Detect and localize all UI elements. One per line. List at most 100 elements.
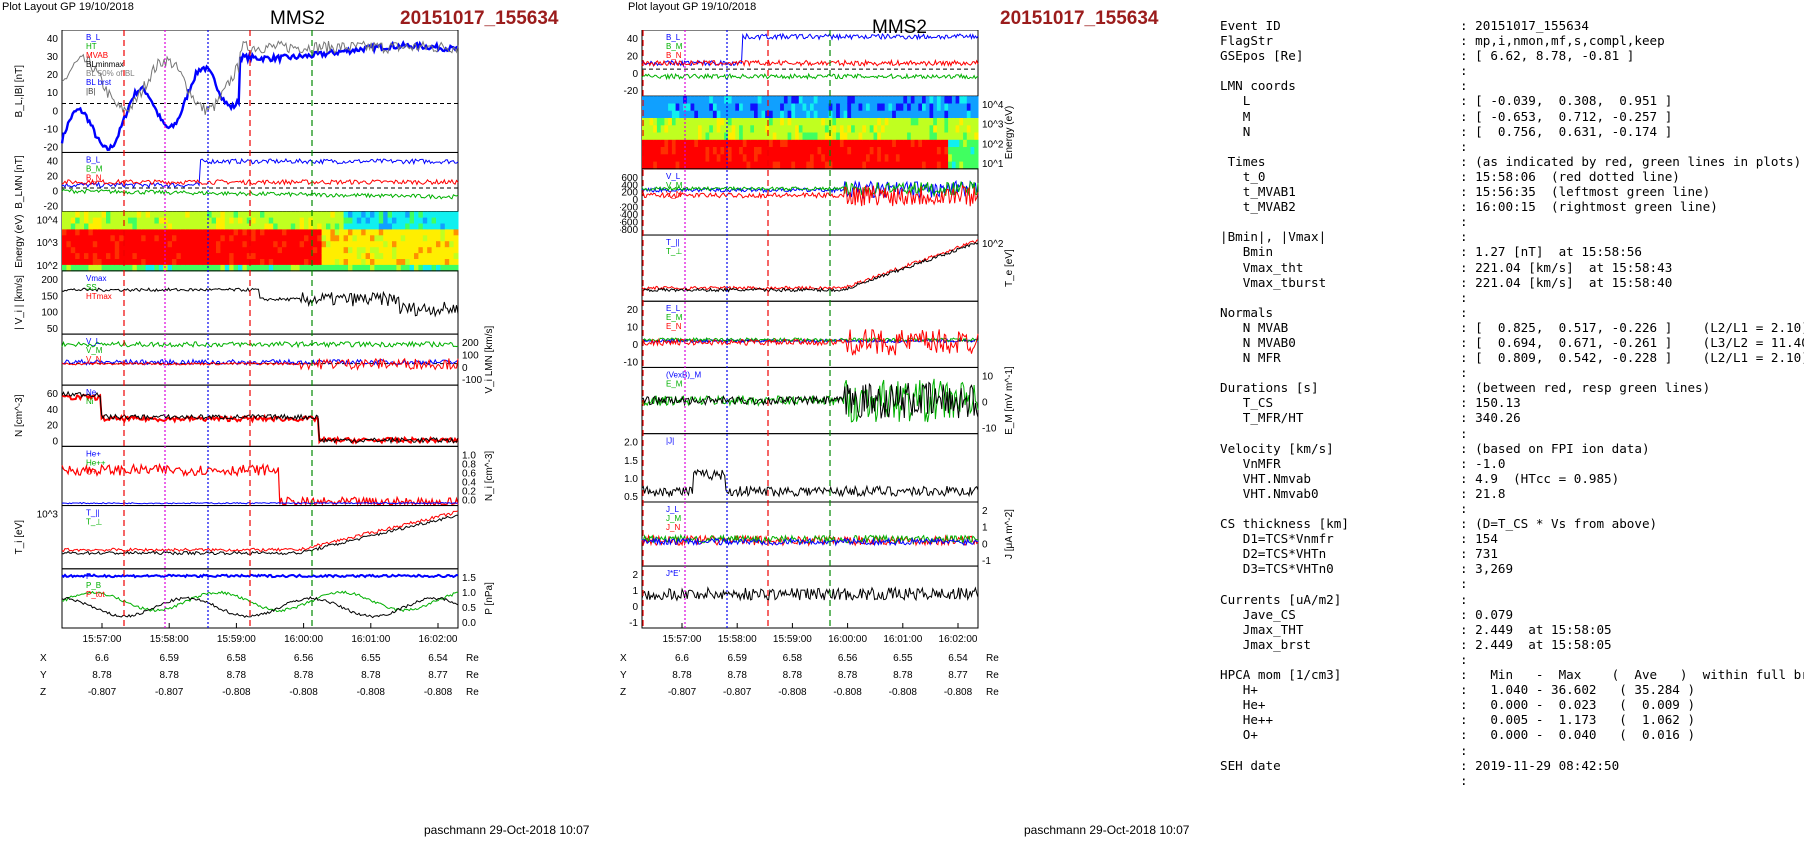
spectrogram-cell (836, 161, 841, 170)
spectrogram-cell (851, 96, 856, 104)
spectrogram-cell (783, 125, 789, 134)
spectrogram-cell (308, 247, 314, 254)
series-line (61, 590, 459, 613)
spectrogram-cell (705, 118, 710, 126)
spectrogram-cell (828, 154, 833, 163)
info-line: : (1220, 290, 1800, 305)
spectrogram-cell (361, 229, 367, 236)
spectrogram-cell (892, 125, 897, 134)
spectrogram-cell (290, 264, 296, 272)
spectrogram-cell (405, 253, 411, 260)
spectrogram-cell (370, 259, 375, 266)
spectrogram-cell (396, 253, 402, 260)
spectrogram-cell (172, 217, 177, 224)
spectrogram-cell (933, 147, 938, 155)
spectrogram-cell (772, 110, 777, 119)
info-line: t_MVAB2: 16:00:15 (rightmost green line) (1220, 199, 1800, 214)
spectrogram-cell (361, 217, 367, 224)
spectrogram-cell (453, 211, 459, 218)
spectrogram-cell (436, 217, 441, 224)
legend-entry: V_N (86, 355, 102, 364)
spectrogram-cell (356, 211, 362, 218)
y-tick-label: -10 (982, 424, 997, 435)
spectrogram-cell (167, 235, 173, 242)
spectrogram-cell (922, 154, 927, 163)
spectrogram-cell (936, 132, 942, 141)
spectrogram-cell (84, 217, 89, 224)
spectrogram-cell (866, 132, 871, 141)
spectrogram-cell (356, 235, 362, 242)
spectrogram-cell (895, 139, 901, 148)
spectrogram-cell (724, 161, 729, 170)
y-tick-label: 40 (47, 34, 59, 45)
info-key: Durations [s] (1220, 380, 1319, 396)
spectrogram-cell (97, 235, 103, 242)
spectrogram-cell (110, 241, 116, 248)
legend-entry: J_N (666, 523, 680, 532)
info-line: : (1220, 773, 1800, 788)
spectrogram-cell (742, 110, 747, 119)
spectrogram-cell (268, 217, 274, 224)
spectrogram-cell (765, 154, 770, 163)
spectrogram-cell (119, 223, 125, 230)
spectrogram-cell (114, 259, 120, 266)
spectrogram-cell (810, 103, 815, 112)
spectrogram-cell (929, 96, 934, 104)
position-unit: Re (466, 670, 479, 681)
spectrogram-cell (750, 161, 755, 170)
spectrogram-cell (712, 125, 718, 134)
spectrogram-cell (757, 110, 762, 119)
spectrogram-cell (172, 264, 177, 272)
info-line: t_MVAB1: 15:56:35 (leftmost green line) (1220, 184, 1800, 199)
spectrogram-cell (739, 161, 744, 170)
spectrogram-cell (817, 132, 822, 141)
spectrogram-cell (114, 235, 120, 242)
spectrogram-cell (145, 241, 151, 248)
spectrogram-cell (828, 132, 833, 141)
spectrogram-cell (356, 253, 362, 260)
spectrogram-cell (141, 223, 147, 230)
spectrogram-cell (660, 96, 665, 104)
position-value: -0.808 (357, 687, 386, 698)
spectrogram-cell (686, 154, 691, 163)
spectrogram-cell (880, 103, 886, 112)
spectrogram-cell (414, 211, 419, 218)
spectrogram-cell (806, 125, 811, 134)
spectrogram-cell (339, 229, 345, 236)
spectrogram-cell (216, 253, 221, 260)
info-line: N MVAB: [ 0.825, 0.517, -0.226 ] (L2/L1 … (1220, 320, 1804, 335)
spectrogram-cell (955, 96, 960, 104)
spectrogram-cell (136, 217, 142, 224)
spectrogram-cell (326, 223, 331, 230)
spectrogram-cell (824, 154, 830, 163)
series-line (641, 586, 979, 602)
spectrogram-cell (642, 132, 647, 141)
spectrogram-cell (409, 253, 415, 260)
spectrogram-cell (656, 132, 662, 141)
legend-entry: |J| (666, 437, 674, 446)
spectrogram-cell (418, 253, 424, 260)
spectrogram-cell (862, 132, 867, 141)
info-line: : (1220, 139, 1800, 154)
position-value: 8.78 (294, 670, 314, 681)
info-key: t_MVAB1 (1220, 184, 1296, 200)
spectrogram-cell (268, 235, 274, 242)
spectrogram-cell (101, 259, 107, 266)
spectrogram-cell (731, 125, 736, 134)
spectrogram-cell (427, 247, 433, 254)
position-value: 6.55 (893, 653, 913, 664)
spectrogram-cell (75, 217, 81, 224)
spectrogram-cell (754, 96, 759, 104)
spectrogram-cell (914, 103, 919, 112)
spectrogram-cell (895, 125, 901, 134)
spectrogram-cell (959, 103, 964, 112)
spectrogram-cell (709, 147, 714, 155)
spectrogram-cell (821, 139, 826, 148)
spectrogram-cell (295, 229, 301, 236)
spectrogram-cell (698, 118, 703, 126)
spectrogram-cell (238, 253, 243, 260)
spectrogram-cell (290, 211, 296, 218)
spectrogram-cell (185, 211, 191, 218)
spectrogram-cell (690, 161, 695, 170)
spectrogram-cell (959, 125, 964, 134)
